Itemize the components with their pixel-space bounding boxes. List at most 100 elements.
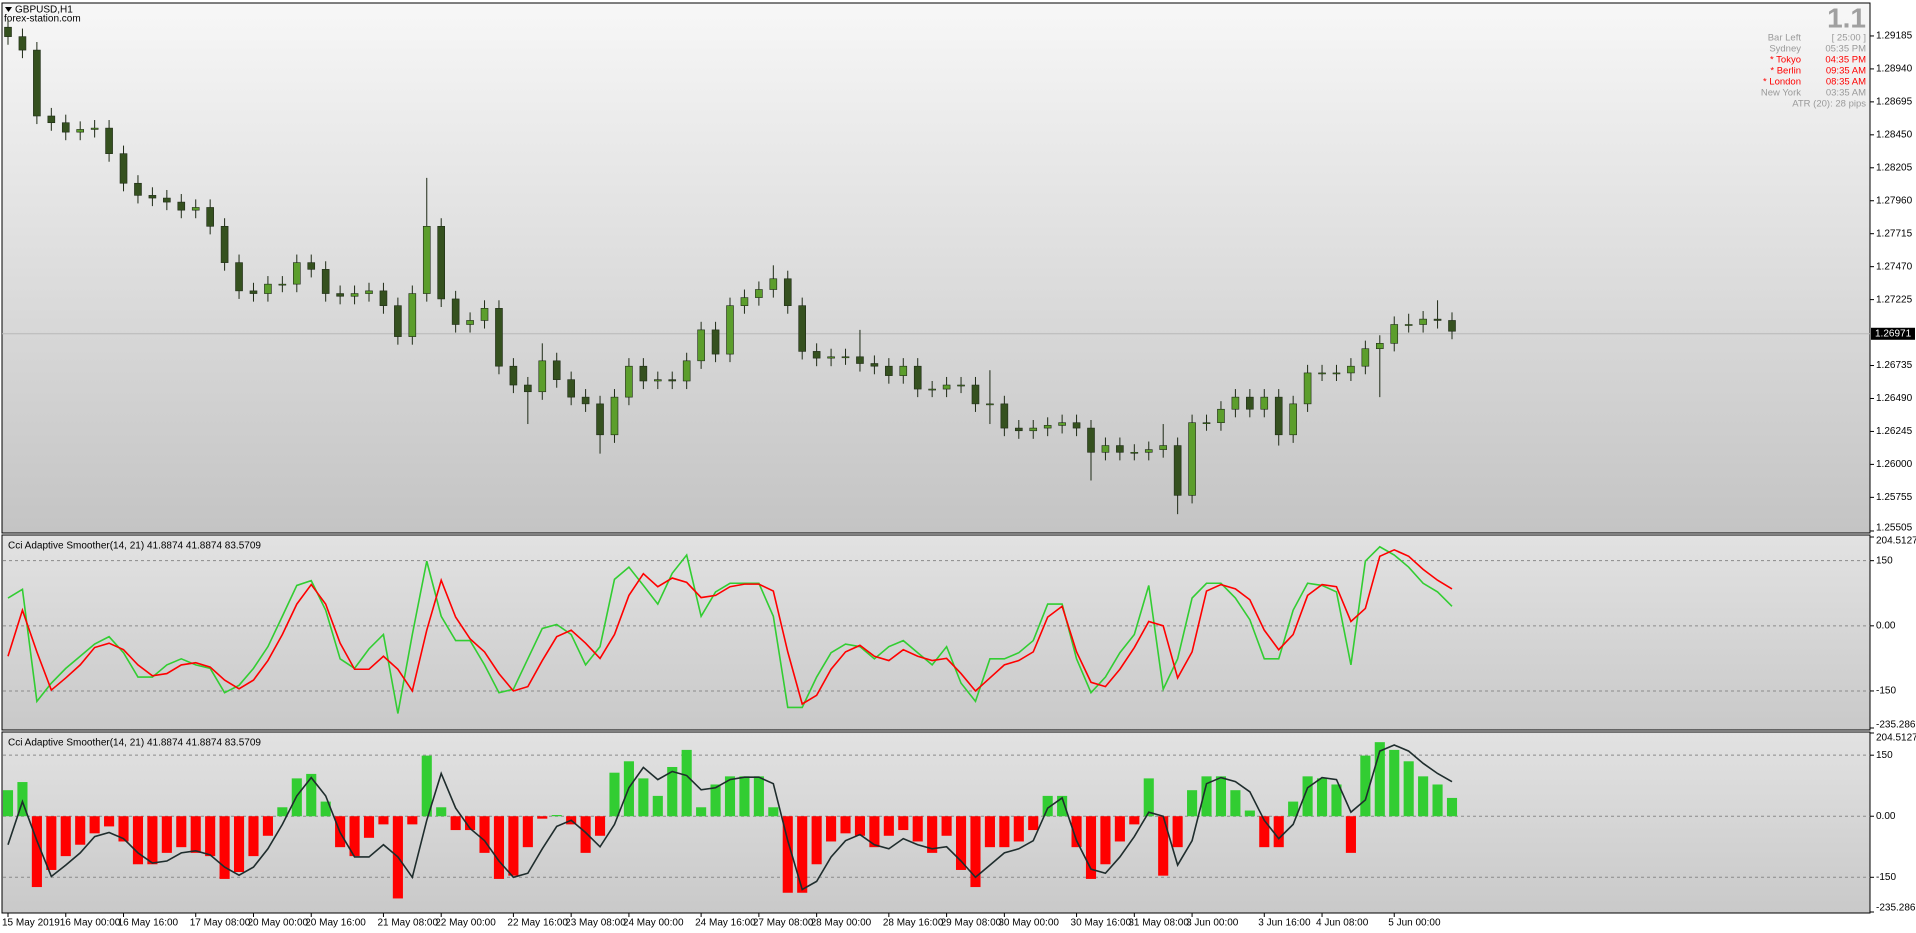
- y-tick-label: 1.26490: [1876, 393, 1913, 404]
- info-big: 1.1: [1827, 2, 1866, 33]
- info-label: Bar Left: [1768, 33, 1802, 44]
- last-price-label: 1.26971: [1875, 328, 1912, 339]
- candle-body: [235, 262, 243, 292]
- candle-body: [321, 269, 330, 294]
- histogram-bar: [277, 807, 288, 817]
- candle-body: [1303, 372, 1312, 405]
- candle-body: [812, 351, 821, 359]
- histogram-bar: [826, 816, 837, 842]
- candle-body: [177, 201, 186, 211]
- candle-body: [639, 365, 648, 382]
- candle-body: [697, 329, 705, 362]
- histogram-bar: [349, 816, 360, 857]
- histogram-bar: [970, 816, 981, 888]
- histogram-bar: [797, 816, 808, 893]
- histogram-bar: [89, 816, 100, 834]
- info-panel: 1.1 Bar Left [ 25:00 ] Sydney 05:35 PM * Tok…: [1761, 2, 1866, 109]
- candle-body: [394, 305, 402, 337]
- candle-body: [552, 360, 561, 380]
- candle-body: [1289, 403, 1297, 436]
- candle-body: [47, 115, 56, 124]
- indicator-title: Cci Adaptive Smoother(14, 21) 41.8874 41…: [8, 541, 261, 552]
- y-tick-label: 1.26000: [1876, 459, 1913, 470]
- histogram-bar: [1360, 755, 1371, 817]
- histogram-bar: [537, 816, 548, 819]
- candle-body: [971, 384, 980, 405]
- price-panel: [1, 2, 1871, 534]
- candle-body: [1419, 318, 1427, 325]
- candle-body: [480, 308, 489, 321]
- info-value: 05:35 PM: [1825, 44, 1866, 55]
- menu-arrow[interactable]: [5, 7, 12, 12]
- candle-body: [610, 396, 619, 436]
- histogram-bar: [594, 816, 606, 836]
- candle-body: [1332, 372, 1341, 375]
- candle-body: [1217, 408, 1225, 423]
- histogram-bar: [522, 816, 533, 848]
- candle-body: [1448, 320, 1456, 332]
- candle-body: [1433, 318, 1442, 321]
- histogram-bar: [1273, 816, 1284, 848]
- candle-body: [18, 36, 27, 51]
- candle-body: [61, 122, 70, 133]
- y-tick-label: -235.286: [1876, 903, 1916, 914]
- histogram-bar: [1158, 816, 1169, 876]
- histogram-bar: [1316, 778, 1328, 817]
- candle-body: [1072, 422, 1081, 429]
- histogram-bar: [955, 816, 967, 870]
- histogram-bar: [739, 776, 750, 817]
- histogram-bar: [782, 816, 793, 893]
- histogram-bar: [436, 807, 447, 817]
- histogram-bar: [1259, 816, 1270, 848]
- x-tick-label: 28 May 00:00: [811, 918, 872, 929]
- candle-body: [134, 182, 142, 196]
- histogram-bar: [1114, 816, 1125, 842]
- candle-body: [278, 283, 287, 286]
- candle-body: [942, 384, 951, 390]
- info-value: [ 25:00 ]: [1832, 33, 1866, 44]
- x-tick-label: 22 May 16:00: [507, 918, 568, 929]
- candle-body: [1058, 422, 1066, 426]
- info-value: 08:35 AM: [1826, 77, 1866, 88]
- histogram-bar: [407, 816, 418, 825]
- candle-body: [740, 297, 749, 306]
- candle-body: [163, 197, 171, 203]
- histogram-bar: [118, 816, 129, 842]
- histogram-bar: [1418, 776, 1429, 817]
- histogram-bar: [898, 816, 909, 831]
- candle-body: [986, 403, 994, 406]
- histogram-bar: [1100, 816, 1111, 865]
- candle-body: [856, 356, 864, 364]
- candle-body: [336, 293, 344, 297]
- candle-body: [422, 225, 431, 294]
- y-tick-label: 1.28450: [1876, 129, 1913, 140]
- histogram-bar: [1389, 749, 1400, 817]
- candle-body: [798, 305, 807, 352]
- candle-body: [191, 207, 200, 211]
- candle-body: [1159, 445, 1167, 450]
- x-tick-label: 23 May 08:00: [565, 918, 626, 929]
- y-tick-label: 1.27960: [1876, 195, 1913, 206]
- histogram-bar: [609, 772, 620, 817]
- y-tick-label: 1.26735: [1876, 360, 1913, 371]
- candle-body: [220, 225, 229, 263]
- candle-body: [827, 356, 835, 359]
- candle-body: [928, 388, 936, 391]
- x-tick-label: 16 May 16:00: [118, 918, 179, 929]
- y-tick-label: 204.5127: [1876, 733, 1916, 744]
- candle-body: [1014, 427, 1023, 432]
- y-tick-label: 1.28205: [1876, 162, 1913, 173]
- x-tick-label: 30 May 16:00: [1071, 918, 1132, 929]
- last-price-box: [1871, 327, 1915, 340]
- y-tick-label: 1.28940: [1876, 64, 1913, 75]
- histogram-bar: [1230, 790, 1241, 817]
- candle-body: [365, 290, 373, 294]
- candle-body: [1347, 365, 1355, 374]
- histogram-bar: [1432, 784, 1443, 817]
- symbol-title: GBPUSD,H1: [15, 5, 73, 16]
- histogram-bar: [508, 816, 519, 876]
- histogram-bar: [1403, 761, 1414, 817]
- histogram-bar: [652, 795, 663, 817]
- y-tick-label: 1.27225: [1876, 294, 1913, 305]
- histogram-bar: [941, 816, 952, 836]
